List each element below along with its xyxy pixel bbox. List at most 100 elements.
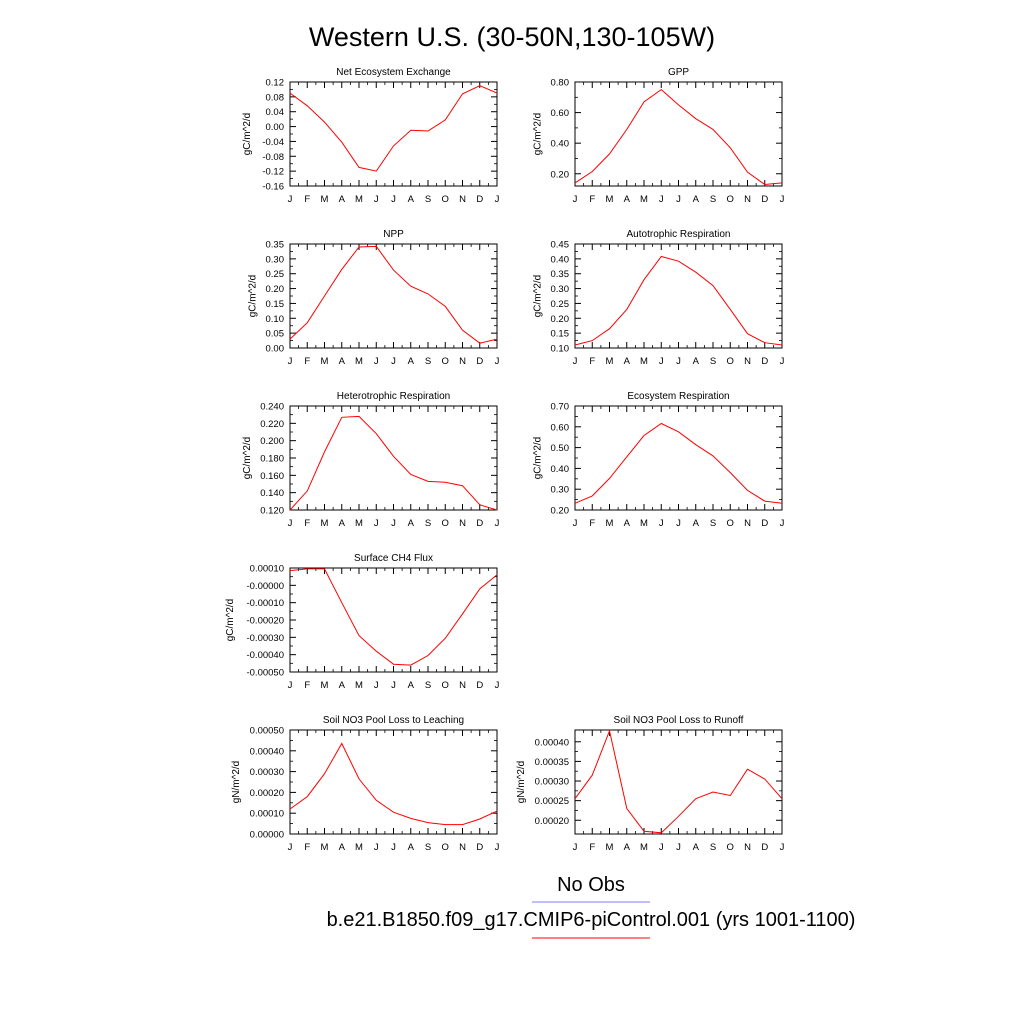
y-tick-label: 0.160 (260, 471, 284, 482)
x-tick-label: M (321, 356, 329, 367)
x-tick-label: F (304, 356, 310, 367)
x-tick-label: M (355, 842, 363, 853)
series-line-1 (289, 568, 498, 666)
series-line-1 (574, 88, 783, 186)
x-tick-label: J (659, 356, 664, 367)
panel-title: Heterotrophic Respiration (337, 391, 450, 402)
x-tick-label: J (573, 518, 578, 529)
x-tick-label: D (761, 356, 768, 367)
x-tick-label: O (442, 194, 449, 205)
series-line-1 (574, 255, 783, 346)
y-tick-label: 0.04 (266, 107, 285, 118)
x-tick-label: D (476, 680, 483, 691)
y-tick-label: 0.80 (551, 78, 570, 89)
x-tick-label: N (744, 518, 751, 529)
y-tick-label: -0.00030 (246, 633, 284, 644)
x-tick-label: F (304, 842, 310, 853)
x-tick-label: N (459, 680, 466, 691)
series-line-1 (289, 245, 498, 344)
x-tick-label: J (495, 518, 500, 529)
x-tick-label: M (355, 518, 363, 529)
y-tick-label: -0.00020 (246, 616, 284, 627)
y-axis-label: gN/m^2/d (231, 761, 242, 804)
x-tick-label: M (321, 194, 329, 205)
x-tick-label: J (374, 842, 379, 853)
x-tick-label: J (495, 356, 500, 367)
legend: No Obs b.e21.B1850.f09_g17.CMIP6-piContr… (327, 874, 855, 939)
y-tick-label: 0.00050 (250, 726, 284, 737)
x-tick-label: J (676, 842, 681, 853)
y-axis-label: gC/m^2/d (533, 113, 544, 156)
y-tick-label: 0.00000 (250, 830, 284, 841)
x-tick-label: F (589, 356, 595, 367)
y-tick-label: 0.00010 (250, 809, 284, 820)
x-tick-label: A (339, 842, 346, 853)
x-tick-label: A (624, 356, 631, 367)
x-tick-label: O (727, 356, 734, 367)
x-tick-label: J (780, 194, 785, 205)
x-tick-label: J (495, 194, 500, 205)
x-tick-label: J (659, 842, 664, 853)
panel-title: Net Ecosystem Exchange (336, 67, 451, 78)
x-tick-label: J (676, 356, 681, 367)
y-tick-label: 0.40 (551, 139, 570, 150)
x-tick-label: A (339, 518, 346, 529)
y-tick-label: 0.45 (551, 240, 570, 251)
x-tick-label: J (288, 842, 293, 853)
x-tick-label: J (374, 680, 379, 691)
x-tick-label: F (304, 680, 310, 691)
x-tick-label: N (459, 842, 466, 853)
panel-title: Autotrophic Respiration (627, 229, 731, 240)
x-tick-label: S (425, 194, 431, 205)
y-tick-label: -0.00040 (246, 650, 284, 661)
x-tick-label: S (710, 194, 716, 205)
x-tick-label: O (727, 518, 734, 529)
y-axis-label: gC/m^2/d (242, 437, 253, 480)
x-tick-label: M (640, 194, 648, 205)
x-tick-label: J (374, 518, 379, 529)
x-tick-label: D (761, 842, 768, 853)
y-tick-label: 0.00 (266, 344, 285, 355)
y-tick-label: 0.00040 (250, 746, 284, 757)
y-tick-label: 0.10 (551, 344, 570, 355)
x-tick-label: M (321, 518, 329, 529)
x-tick-label: F (589, 194, 595, 205)
x-tick-label: F (304, 194, 310, 205)
x-tick-label: A (693, 518, 700, 529)
legend-label-obs: No Obs (557, 874, 625, 896)
x-tick-label: S (425, 518, 431, 529)
x-tick-label: J (391, 356, 396, 367)
x-tick-label: N (744, 842, 751, 853)
x-tick-label: F (589, 842, 595, 853)
y-tick-label: 0.30 (551, 284, 570, 295)
x-tick-label: J (391, 518, 396, 529)
x-tick-label: A (408, 194, 415, 205)
x-tick-label: J (495, 842, 500, 853)
plot-frame (574, 729, 783, 835)
panel-title: GPP (668, 67, 689, 78)
y-tick-label: -0.00050 (246, 668, 284, 679)
x-tick-label: N (459, 194, 466, 205)
y-axis-label: gN/m^2/d (516, 761, 527, 804)
x-tick-label: J (659, 194, 664, 205)
x-tick-label: A (624, 194, 631, 205)
plot-frame (289, 405, 498, 511)
y-tick-label: 0.40 (551, 254, 570, 265)
y-tick-label: -0.00010 (246, 598, 284, 609)
y-tick-label: 0.00 (266, 122, 285, 133)
x-tick-label: J (288, 680, 293, 691)
x-tick-label: S (425, 356, 431, 367)
y-tick-label: 0.200 (260, 436, 284, 447)
x-tick-label: M (606, 842, 614, 853)
y-tick-label: 0.00025 (535, 796, 569, 807)
x-tick-label: J (391, 194, 396, 205)
x-tick-label: N (459, 356, 466, 367)
x-tick-label: J (780, 842, 785, 853)
x-tick-label: M (355, 356, 363, 367)
plot-frame (289, 81, 498, 187)
